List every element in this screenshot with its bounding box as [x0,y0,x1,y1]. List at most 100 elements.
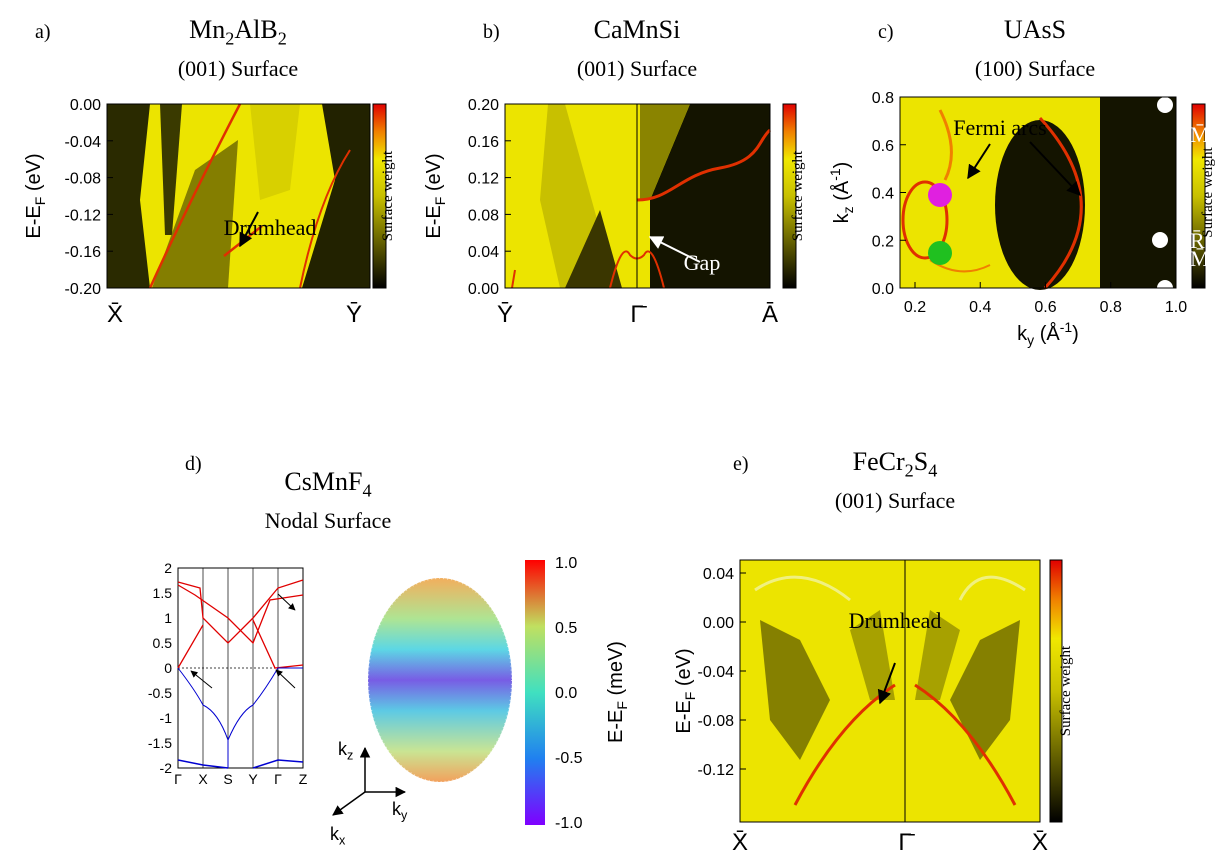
y-tick-label: -0.08 [65,171,102,188]
y-tick-label: 0.6 [872,138,894,155]
y-tick-label: -0.04 [698,664,735,681]
annotation: R̄ [1190,228,1205,253]
panel-label: e) [733,453,749,475]
text-segment: AlB [234,15,277,44]
text-segment: (Å [830,180,853,206]
colorbar-tick-label: -1.0 [555,815,583,832]
x-tick-label: Y [248,771,258,787]
panel-title: Mn2AlB2 [189,15,287,49]
panel-subtitle: (001) Surface [577,56,697,81]
x-tick-label: 1.0 [1165,299,1187,316]
text-segment: F [432,197,448,206]
panel-subtitle: Nodal Surface [265,508,391,533]
text-segment: k [338,739,348,759]
x-tick-label: Γ [274,771,282,787]
x-tick-label: X̄ [732,829,748,856]
text-segment: 2 [225,29,234,49]
y-tick-label: 0.00 [70,97,101,114]
y-tick-label: 0.5 [153,635,173,651]
panel-subtitle: (001) Surface [835,488,955,513]
panel-title: CaMnSi [594,15,681,44]
y-axis-label: E-EF (eV) [673,648,698,733]
panel-label: c) [878,21,894,43]
annotation: Gap [684,250,721,275]
x-tick-label: Γ̄ [630,301,647,328]
y-tick-label: 0.2 [872,233,894,250]
text-segment: 2 [278,29,287,49]
x-axis-label: ky (Å-1) [1017,319,1079,348]
y-tick-label: 0.20 [468,97,499,114]
axis-glyph-label: kz [338,739,353,763]
y-tick-label: 0.00 [468,281,499,298]
x-tick-label: X̄ [1032,829,1048,856]
text-segment: ) [1072,323,1079,345]
y-tick-label: 0.00 [703,615,734,632]
text-segment: E-E [23,205,45,238]
colorbar-tick-label: 1.0 [555,555,577,572]
y-tick-label: -0.5 [148,685,172,701]
text-segment: z [840,206,856,213]
text-segment: y [401,809,408,823]
x-tick-label: 0.6 [1034,299,1056,316]
colorbar-label: Surface weight [1200,146,1216,237]
x-tick-label: X [198,771,208,787]
x-tick-label: Z [299,771,308,787]
y-axis-label: E-EF (eV) [23,153,48,238]
x-tick-label: Ȳ [346,301,362,328]
text-segment: 2 [905,461,914,481]
panel-subtitle: (100) Surface [975,56,1095,81]
text-segment: 4 [362,481,371,501]
x-tick-label: Ā [762,301,778,328]
heatmap-b [504,103,797,289]
colorbar-label: Surface weight [1058,645,1074,736]
y-tick-label: 0 [164,660,172,676]
y-tick-label: -0.12 [698,762,735,779]
y-tick-label: -0.16 [65,244,102,261]
text-segment: E-E [605,710,627,743]
panel-label: b) [483,21,500,43]
x-tick-label: 0.4 [969,299,991,316]
text-segment: -1 [827,168,843,181]
y-tick-label: 0.04 [468,244,499,261]
annotation: Fermi arcs [953,115,1046,140]
text-segment: k [1017,323,1028,345]
text-segment: x [339,834,346,848]
y-tick-label: -0.04 [65,134,102,151]
panel-title: FeCr2S4 [853,447,938,481]
text-segment: y [1027,332,1034,348]
text-segment: F [614,701,630,710]
text-segment: k [831,212,853,223]
text-segment: E-E [423,205,445,238]
axis-glyph-label: kx [330,824,346,848]
text-segment: z [347,749,353,763]
annotation: Drumhead [849,608,942,633]
text-segment: (Å [1034,322,1060,345]
y-axis-label: E-EF (eV) [423,153,448,238]
y-tick-label: 0.0 [872,281,894,298]
colorbar-label: Surface weight [380,150,396,241]
text-segment: F [682,692,698,701]
text-segment: 4 [928,461,937,481]
x-tick-label: Γ [174,771,182,787]
y-tick-label: -0.12 [65,207,102,224]
x-tick-label: Γ̄ [898,829,915,856]
panel-label: a) [35,21,51,43]
x-tick-label: Ȳ [497,301,513,328]
band-plot-d [177,560,545,825]
heatmap-e [739,559,1063,823]
y-tick-label: 2 [164,560,172,576]
x-tick-label: 0.8 [1100,299,1122,316]
y-tick-label: -0.08 [698,713,735,730]
colorbar-label: E-EF (meV) [605,641,630,743]
y-tick-label: -2 [160,760,173,776]
y-tick-label: -1.5 [148,735,172,751]
y-tick-label: 0.12 [468,171,499,188]
y-axis-label: kz (Å-1) [827,162,856,224]
panel-title: UAsS [1004,15,1066,44]
panel-subtitle: (001) Surface [178,56,298,81]
colorbar-tick-label: -0.5 [555,750,583,767]
x-tick-label: S [223,771,232,787]
y-tick-label: 1 [164,610,172,626]
axis-glyph-label: ky [392,799,408,823]
text-segment: (eV) [23,153,45,196]
